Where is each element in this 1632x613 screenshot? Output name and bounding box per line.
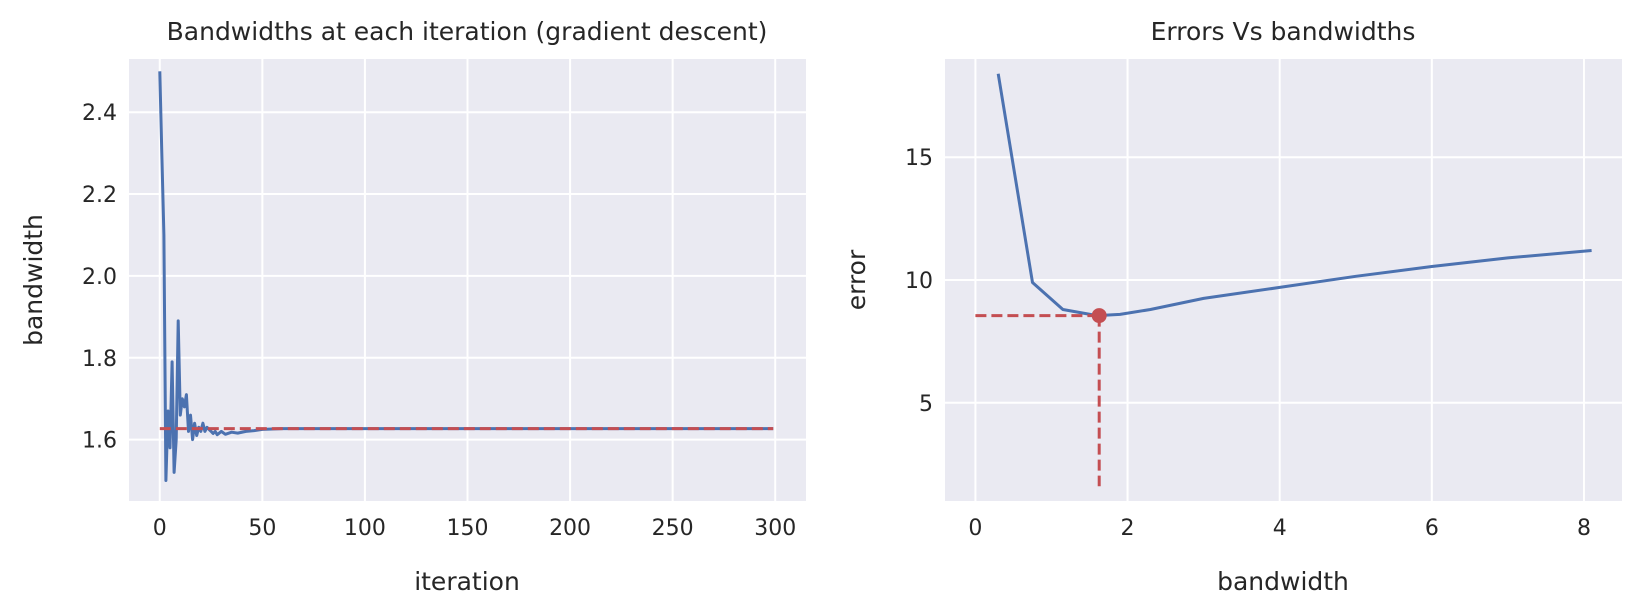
ticks: 0 50 100 150 200 250 300 1.6 1.8 2.0 2.2 2.4 [82,101,796,541]
x-axis-label: iteration [414,567,520,596]
x-tick-label: 150 [447,516,489,541]
x-tick-label: 6 [1425,516,1439,541]
x-tick-label: 100 [344,516,386,541]
y-axis-label: error [842,249,871,310]
chart-title: Errors Vs bandwidths [1151,17,1416,46]
y-tick-label: 5 [919,392,933,417]
series [158,71,774,482]
x-tick-label: 200 [549,516,591,541]
x-tick-label: 2 [1121,516,1135,541]
grid [945,59,1622,501]
ticks: 0 2 4 6 8 5 10 15 [905,146,1591,541]
y-tick-label: 15 [905,146,933,171]
x-tick-label: 4 [1273,516,1287,541]
x-tick-label: 0 [153,516,167,541]
x-tick-label: 50 [248,516,276,541]
x-tick-label: 300 [754,516,796,541]
x-tick-label: 0 [968,516,982,541]
grid [129,59,806,501]
y-axis-label: bandwidth [19,214,48,346]
y-tick-label: 1.8 [82,347,117,372]
series-error [996,73,1592,318]
chart-title: Bandwidths at each iteration (gradient d… [167,17,768,46]
x-tick-label: 250 [652,516,694,541]
chart-errors-bandwidths: 0 2 4 6 8 5 10 15 Errors Vs bandwidths bandwidt… [842,17,1622,596]
y-tick-label: 2.2 [82,183,117,208]
y-tick-label: 2.4 [82,101,117,126]
chart-bandwidths-iterations: 0 50 100 150 200 250 300 1.6 1.8 2.0 2.2 2.4 Bandwi… [19,17,806,596]
y-tick-label: 1.6 [82,429,117,454]
x-tick-label: 8 [1577,516,1591,541]
series [975,73,1592,487]
y-tick-label: 10 [905,269,933,294]
y-tick-label: 2.0 [82,265,117,290]
x-axis-label: bandwidth [1217,567,1349,596]
